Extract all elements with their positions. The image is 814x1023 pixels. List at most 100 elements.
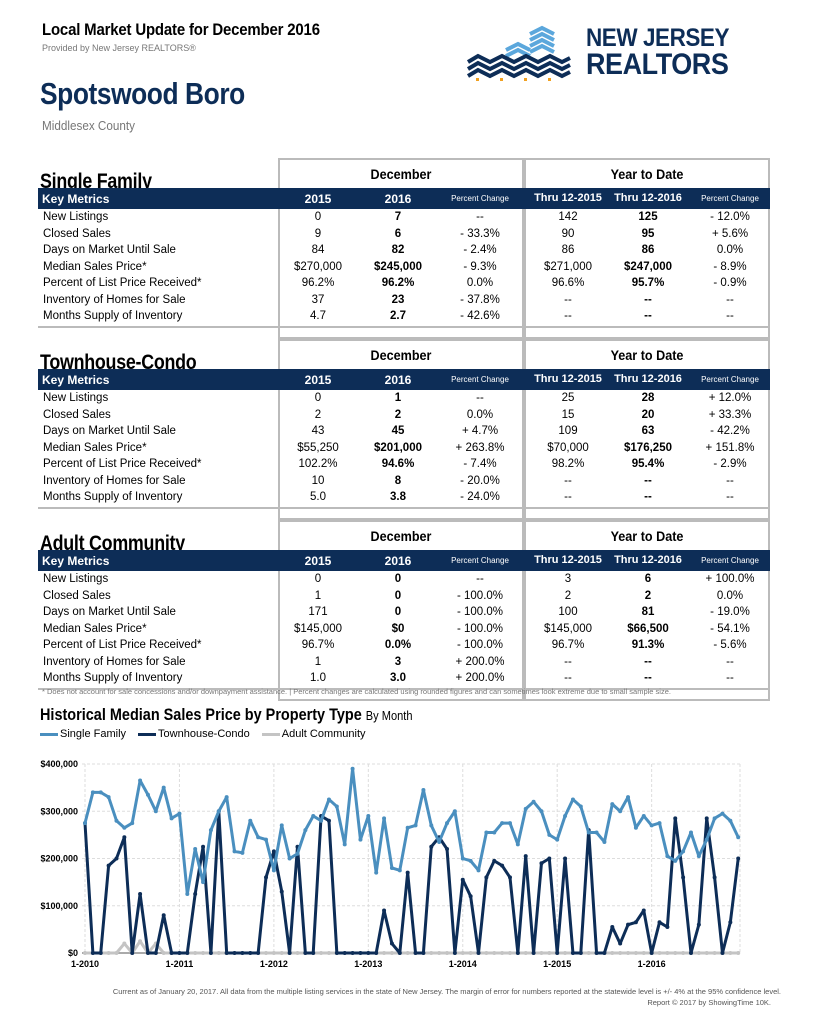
data-point [264, 951, 269, 955]
metric-value: - 19.0% [710, 606, 750, 618]
data-point [681, 849, 686, 854]
table-header: Key Metrics 2015 2016 Percent Change Thr… [38, 188, 770, 209]
metric-value: 171 [308, 606, 328, 618]
data-point [696, 951, 701, 955]
data-point [295, 951, 300, 955]
col-pct: Percent Change [451, 375, 509, 384]
metric-label: Closed Sales [43, 408, 111, 421]
metric-value: 3.8 [390, 491, 406, 503]
table-row: Inventory of Homes for Sale 1 3 + 200.0% -- -… [38, 655, 770, 672]
metric-value: 3.0 [390, 672, 406, 684]
metric-value: 96.7% [301, 639, 335, 651]
metric-value: 95.4% [631, 458, 665, 470]
data-point [334, 804, 339, 809]
data-point [704, 816, 709, 821]
data-point [177, 811, 182, 816]
metric-label: Days on Market Until Sale [43, 606, 176, 618]
chart-legend: Single Family Townhouse-Condo Adult Comm… [40, 728, 366, 740]
metric-value: -- [564, 491, 572, 503]
data-point [500, 951, 505, 955]
area-name: Spotswood Boro [40, 76, 245, 111]
table-row: Closed Sales 2 2 0.0% 15 20 + 33.3% [38, 408, 770, 425]
table-header: Key Metrics 2015 2016 Percent Change Thr… [38, 550, 770, 571]
metric-value: - 42.6% [460, 310, 500, 322]
metric-value: 102.2% [298, 458, 338, 470]
data-point [90, 790, 95, 795]
metric-value: - 8.9% [713, 260, 747, 273]
metric-value: - 100.0% [456, 589, 504, 602]
december-box: December [278, 520, 524, 701]
data-point [649, 951, 654, 955]
metric-value: 37 [311, 293, 325, 306]
metric-value: 0 [394, 606, 402, 618]
chart-subtitle: By Month [365, 708, 413, 723]
data-point [610, 951, 615, 955]
metric-label: Inventory of Homes for Sale [43, 474, 186, 487]
data-disclaimer: Current as of January 20, 2017. All data… [112, 987, 781, 996]
metric-label: New Listings [43, 392, 109, 404]
table-row: Percent of List Price Received* 96.2% 96.2… [38, 276, 770, 293]
data-point [547, 951, 552, 955]
data-point [641, 951, 646, 955]
data-point [476, 951, 481, 955]
metric-value: 2 [564, 589, 572, 602]
metric-label: Percent of List Price Received* [43, 277, 202, 289]
provided-by: Provided by New Jersey REALTORS® [42, 43, 196, 53]
metric-value: -- [726, 491, 734, 503]
december-heading: December [370, 347, 432, 363]
data-point [492, 951, 497, 955]
data-point [201, 951, 206, 955]
ytd-box: Year to Date [524, 339, 770, 520]
col-thru-2015: Thru 12-2015 [534, 373, 602, 385]
data-point [594, 951, 599, 955]
logo-text-line2: REALTORS [586, 48, 729, 81]
data-point [586, 830, 591, 835]
metric-value: 86 [641, 244, 655, 256]
y-tick-label: $200,000 [40, 854, 78, 864]
december-heading: December [370, 166, 432, 182]
metric-label: Closed Sales [43, 227, 111, 240]
section-title: Townhouse-Condo [40, 351, 197, 374]
data-point [421, 787, 426, 792]
metric-value: + 5.6% [711, 227, 749, 240]
legend-label: Single Family [60, 728, 127, 740]
data-point [468, 951, 473, 955]
legend-label: Adult Community [281, 728, 366, 740]
metric-label: Months Supply of Inventory [43, 491, 183, 503]
metric-value: + 200.0% [455, 672, 505, 684]
data-point [657, 951, 662, 955]
metric-value: 2 [394, 408, 402, 421]
data-point [193, 847, 198, 852]
data-point [523, 854, 528, 859]
metric-value: 2.7 [390, 310, 406, 322]
metric-value: $247,000 [624, 260, 672, 273]
metric-value: 90 [561, 227, 575, 240]
metric-value: - 7.4% [463, 458, 497, 470]
data-point [240, 951, 245, 955]
data-point [326, 818, 331, 823]
data-point [437, 839, 442, 844]
data-point [657, 821, 662, 826]
metric-value: + 12.0% [708, 392, 752, 404]
metric-value: + 200.0% [455, 655, 505, 668]
table-row: New Listings 0 0 -- 3 6 + 100.0% [38, 572, 770, 589]
county-name: Middlesex County [42, 118, 135, 133]
metric-label: Inventory of Homes for Sale [43, 293, 186, 306]
series-line-single-family [83, 767, 740, 896]
data-point [531, 951, 536, 955]
data-point [610, 925, 615, 930]
y-tick-label: $0 [68, 948, 78, 958]
data-point [389, 865, 394, 870]
data-point [405, 951, 410, 955]
data-point [445, 951, 450, 955]
metric-value: - 33.3% [460, 227, 500, 240]
data-point [688, 830, 693, 835]
data-point [177, 951, 182, 955]
metric-value: 96.2% [381, 277, 415, 289]
data-point [665, 925, 670, 930]
data-point [484, 951, 489, 955]
data-point [382, 816, 387, 821]
metric-value: -- [564, 672, 572, 684]
data-point [484, 875, 489, 880]
data-point [515, 951, 520, 955]
